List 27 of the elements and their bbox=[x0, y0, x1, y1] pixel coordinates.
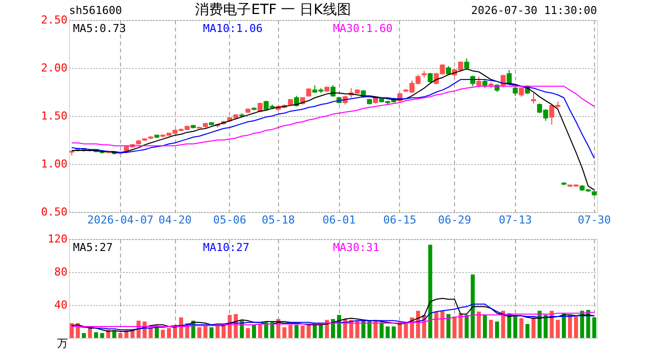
y-tick-label: 0.50 bbox=[41, 206, 68, 218]
x-tick-label: 06-29 bbox=[438, 214, 472, 226]
y-tick-label: 80 bbox=[54, 266, 68, 278]
text: MA30:1.60 bbox=[333, 22, 393, 35]
x-tick-label: 07-30 bbox=[578, 214, 611, 226]
text: MA10:27 bbox=[203, 241, 250, 254]
y-tick-label: 2.00 bbox=[41, 62, 68, 74]
x-tick-label: 2026-04-07 bbox=[87, 214, 154, 226]
text: MA5:27 bbox=[73, 241, 113, 254]
text: MA10:1.06 bbox=[203, 22, 263, 35]
y-tick-label: 40 bbox=[54, 298, 68, 312]
y-tick-label: 2.50 bbox=[41, 14, 68, 26]
text: 2026-07-30 11:30:00 bbox=[471, 4, 597, 17]
x-tick-label: 07-13 bbox=[498, 214, 532, 226]
text: 万 bbox=[57, 337, 68, 350]
text: sh561600 bbox=[69, 4, 122, 17]
x-tick-label: 05-18 bbox=[262, 214, 295, 226]
x-tick-label: 06-15 bbox=[383, 214, 416, 226]
chart-title: 消费电子ETF 一 日K线图 bbox=[195, 2, 351, 18]
x-tick-label: 06-01 bbox=[322, 214, 356, 226]
y-tick-label: 120 bbox=[48, 232, 68, 246]
x-tick-label: 04-20 bbox=[158, 214, 192, 226]
text: MA5:0.73 bbox=[73, 22, 126, 35]
x-tick-label: 05-06 bbox=[213, 214, 246, 226]
y-tick-label: 1.00 bbox=[41, 158, 68, 170]
text: MA30:31 bbox=[333, 241, 380, 254]
y-tick-label: 1.50 bbox=[41, 110, 68, 122]
